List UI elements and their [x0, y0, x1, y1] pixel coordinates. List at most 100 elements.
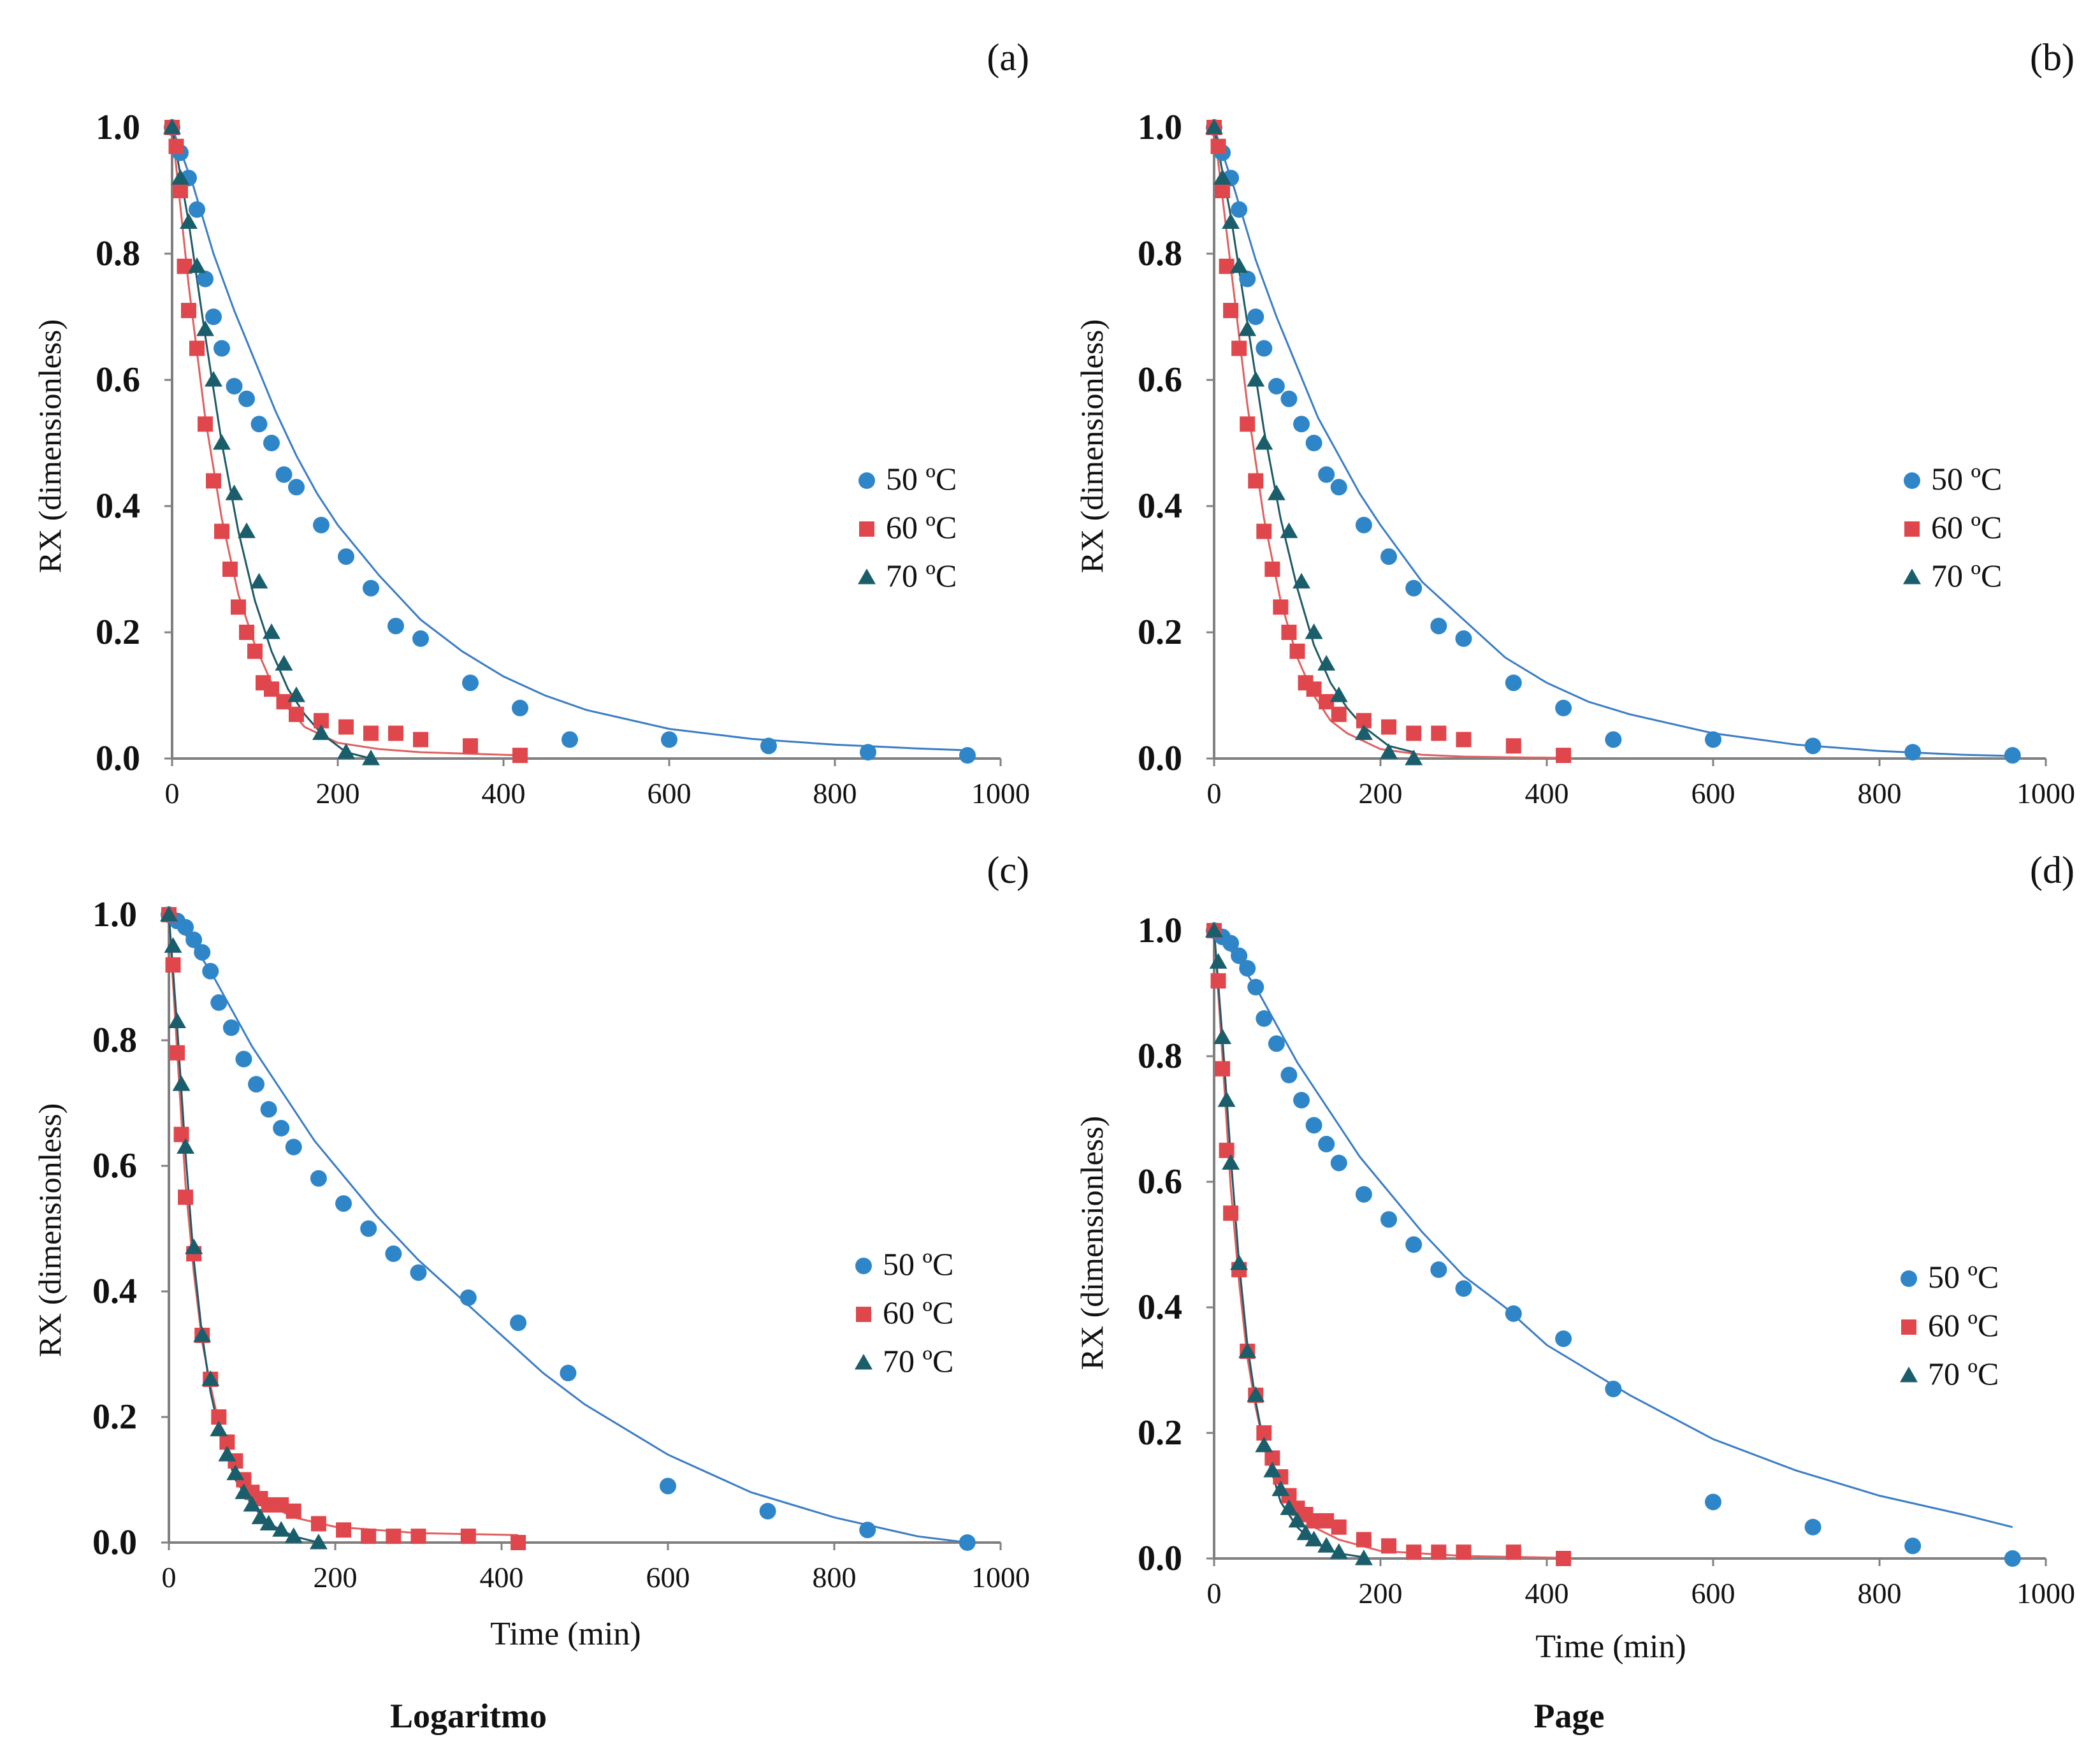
- data-point-triangle: [1222, 1154, 1240, 1170]
- x-tick-label: 800: [1858, 777, 1902, 810]
- data-point-circle: [222, 1019, 240, 1036]
- x-tick-label: 800: [813, 777, 857, 810]
- chart-panel-b: 0.0 0.2 0.4 0.6 0.8 1.0 0 200 400 600 800 1000 RX (d…: [1074, 36, 2075, 810]
- data-point-circle: [460, 1289, 477, 1306]
- data-point-circle: [248, 1075, 265, 1093]
- data-point-triangle: [251, 1508, 270, 1525]
- data-point-square: [1223, 303, 1239, 319]
- data-point-triangle: [1329, 1543, 1348, 1559]
- panel-label: (d): [2030, 849, 2075, 891]
- data-point-circle: [1293, 416, 1310, 433]
- data-point-circle: [360, 1220, 377, 1237]
- data-point-circle: [1293, 1091, 1310, 1108]
- data-point-circle: [1505, 1305, 1522, 1322]
- data-point-square: [512, 748, 528, 764]
- data-point-circle: [189, 201, 205, 218]
- data-point-triangle: [201, 1370, 220, 1386]
- data-point-circle: [410, 1264, 427, 1281]
- legend-marker-square: [856, 1307, 871, 1322]
- data-point-circle: [1904, 1537, 1922, 1555]
- data-point-triangle: [1288, 1511, 1307, 1528]
- x-tick-label: 0: [1207, 777, 1222, 810]
- y-axis-label: RX (dimensionless): [32, 1103, 68, 1358]
- x-tick-label: 200: [1359, 777, 1403, 810]
- fit-curve-0: [1213, 930, 2013, 1529]
- data-point-square: [189, 340, 205, 356]
- data-point-circle: [2004, 747, 2021, 764]
- data-point-circle: [959, 747, 976, 764]
- fit-curve-0: [171, 127, 968, 752]
- data-point-triangle: [1354, 1550, 1373, 1565]
- data-point-square: [1556, 748, 1572, 764]
- legend-marker-circle: [1904, 472, 1920, 489]
- data-point-square: [231, 599, 246, 615]
- x-tick-label: 0: [165, 777, 180, 810]
- x-tick-label: 1000: [971, 777, 1030, 810]
- legend-label: 50 ºC: [1931, 461, 2002, 497]
- legend-label: 50 ºC: [883, 1246, 953, 1282]
- data-point-circle: [510, 1314, 527, 1332]
- data-point-triangle: [1380, 743, 1398, 759]
- data-point-circle: [1380, 548, 1398, 565]
- data-point-triangle: [1354, 724, 1373, 740]
- data-point-circle: [760, 737, 777, 755]
- y-tick-label: 0.6: [1138, 360, 1182, 400]
- data-point-square: [239, 625, 254, 640]
- data-point-triangle: [309, 1534, 328, 1550]
- data-point-square: [1406, 1544, 1422, 1560]
- data-point-circle: [661, 731, 677, 748]
- data-point-circle: [1222, 934, 1240, 952]
- data-point-circle: [1555, 1330, 1572, 1348]
- data-point-circle: [202, 963, 219, 980]
- data-point-circle: [1705, 731, 1721, 748]
- x-axis-label: Time (min): [490, 1616, 641, 1652]
- data-point-circle: [859, 1522, 876, 1539]
- data-point-square: [1406, 725, 1422, 741]
- data-point-square: [1248, 473, 1264, 489]
- legend-label: 60 ºC: [883, 1295, 953, 1330]
- data-point-triangle: [1213, 1028, 1232, 1044]
- legend-label: 70 ºC: [1928, 1356, 1999, 1391]
- data-point-triangle: [235, 1483, 253, 1499]
- data-point-triangle: [243, 1495, 261, 1512]
- data-point-square: [178, 1189, 194, 1205]
- legend-marker-circle: [1901, 1270, 1917, 1287]
- data-point-square: [168, 138, 184, 154]
- data-point-circle: [1239, 960, 1256, 977]
- data-point-triangle: [1267, 484, 1285, 500]
- x-tick-label: 800: [813, 1561, 857, 1594]
- data-point-circle: [1430, 1261, 1447, 1278]
- data-point-triangle: [172, 1075, 191, 1091]
- data-point-circle: [1705, 1493, 1721, 1511]
- data-point-circle: [860, 744, 876, 761]
- data-point-square: [198, 416, 213, 432]
- data-point-triangle: [1329, 686, 1348, 702]
- data-point-square: [214, 523, 229, 539]
- data-point-circle: [1804, 737, 1821, 755]
- data-point-triangle: [168, 1012, 187, 1028]
- panel-label: (a): [987, 36, 1029, 78]
- data-point-square: [1210, 138, 1226, 154]
- data-point-triangle: [1209, 953, 1227, 969]
- y-axis-label: RX (dimensionless): [1074, 1116, 1110, 1370]
- data-point-square: [1219, 1142, 1235, 1158]
- data-point-triangle: [196, 320, 214, 337]
- legend-label: 70 ºC: [1931, 558, 2002, 593]
- data-point-circle: [560, 1365, 577, 1382]
- data-point-triangle: [337, 743, 355, 759]
- data-point-circle: [1355, 516, 1372, 534]
- y-tick-label: 1.0: [1138, 108, 1182, 147]
- data-point-square: [1505, 1544, 1521, 1560]
- data-point-triangle: [1293, 572, 1311, 589]
- data-point-circle: [1247, 309, 1264, 325]
- data-point-circle: [197, 270, 214, 287]
- data-point-square: [363, 725, 379, 741]
- x-tick-label: 400: [1525, 1577, 1569, 1609]
- y-tick-label: 0.8: [1138, 1036, 1182, 1076]
- data-point-circle: [1330, 1154, 1347, 1172]
- data-point-triangle: [284, 1527, 303, 1543]
- data-point-square: [289, 706, 304, 722]
- data-point-circle: [387, 618, 404, 635]
- data-point-triangle: [1255, 434, 1273, 450]
- data-point-square: [173, 183, 188, 198]
